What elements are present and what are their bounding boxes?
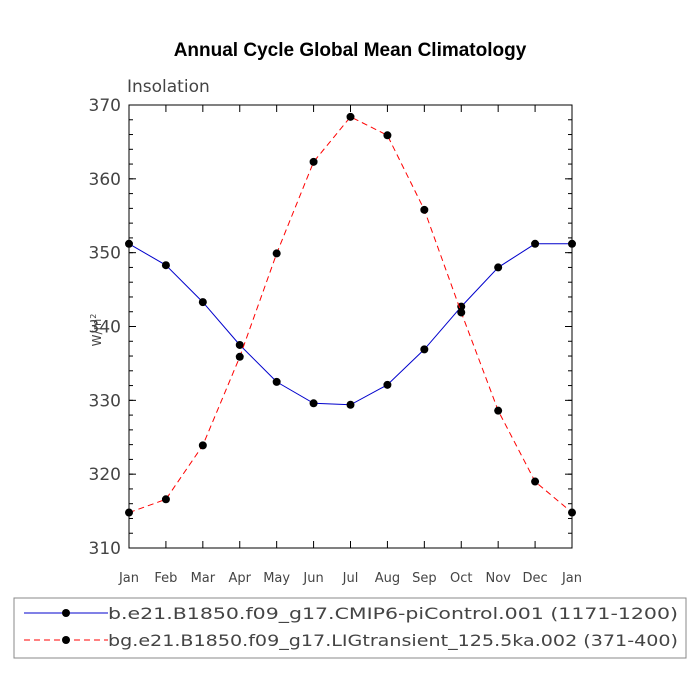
y-tick-label: 340: [89, 318, 121, 338]
x-tick-label: Mar: [191, 571, 216, 586]
data-point: [531, 239, 540, 248]
x-tick-label: Dec: [523, 571, 548, 586]
data-point: [568, 239, 576, 248]
x-tick-label: Oct: [450, 571, 472, 586]
data-point: [457, 302, 466, 311]
y-tick-label: 320: [89, 465, 121, 485]
x-tick-label: Sep: [412, 571, 437, 586]
y-axis-label: W/m2: [89, 314, 104, 347]
series-layer: [125, 112, 576, 517]
x-tick-label: Jun: [302, 571, 323, 586]
y-tick-label: 330: [89, 391, 121, 411]
data-point: [125, 508, 133, 517]
data-point: [198, 298, 207, 307]
series-0: [125, 239, 576, 409]
data-point: [531, 477, 540, 486]
data-point: [161, 495, 170, 504]
chart-subtitle: Insolation: [127, 77, 210, 97]
legend-label-1: bg.e21.B1850.f09_g17.LIGtransient_125.5k…: [108, 631, 678, 651]
data-point: [272, 377, 281, 386]
series-1: [125, 112, 576, 517]
data-point: [346, 400, 355, 409]
x-tick-label: Nov: [485, 571, 511, 586]
data-point: [346, 112, 355, 121]
y-tick-label: 370: [89, 96, 121, 116]
axis-ticks: Jan Feb Mar Apr May Jun Jul Aug Sep Oct Nov Dec Jan 3…: [89, 96, 582, 586]
data-point: [494, 263, 503, 272]
x-tick-label: Feb: [154, 571, 177, 586]
x-tick-label: Jan: [118, 571, 139, 586]
data-point: [161, 261, 170, 270]
legend-marker-1: [62, 636, 70, 644]
x-tick-label: May: [263, 571, 290, 586]
data-point: [235, 340, 244, 349]
y-tick-label: 350: [89, 244, 121, 264]
series-line-0: [128, 243, 572, 406]
data-point: [235, 352, 244, 361]
legend-marker-0: [62, 609, 70, 617]
y-axis-label-superscript: 2: [89, 314, 98, 319]
data-point: [272, 249, 281, 258]
x-tick-label: Jan: [561, 571, 582, 586]
data-point: [198, 441, 207, 450]
data-point: [383, 131, 392, 140]
legend: b.e21.B1850.f09_g17.CMIP6-piControl.001 …: [13, 597, 687, 659]
series-line-1: [128, 116, 573, 514]
legend-label-0: b.e21.B1850.f09_g17.CMIP6-piControl.001 …: [108, 604, 678, 624]
x-tick-label: Apr: [229, 571, 252, 586]
legend-box: [13, 597, 687, 659]
y-tick-label: 310: [89, 539, 121, 559]
x-tick-label: Jul: [342, 571, 359, 586]
chart-title: Annual Cycle Global Mean Climatology: [174, 40, 527, 61]
data-point: [309, 157, 318, 166]
data-point: [494, 406, 503, 415]
data-point: [457, 308, 466, 317]
data-point: [309, 399, 318, 408]
data-point: [420, 345, 429, 354]
x-tick-label: Aug: [375, 571, 400, 586]
plot-frame: [128, 104, 573, 549]
data-point: [420, 205, 429, 214]
data-point: [568, 508, 576, 517]
y-tick-label: 360: [89, 170, 121, 190]
data-point: [125, 239, 133, 248]
data-point: [383, 380, 392, 389]
y-axis-label-base: W/m: [90, 319, 104, 347]
